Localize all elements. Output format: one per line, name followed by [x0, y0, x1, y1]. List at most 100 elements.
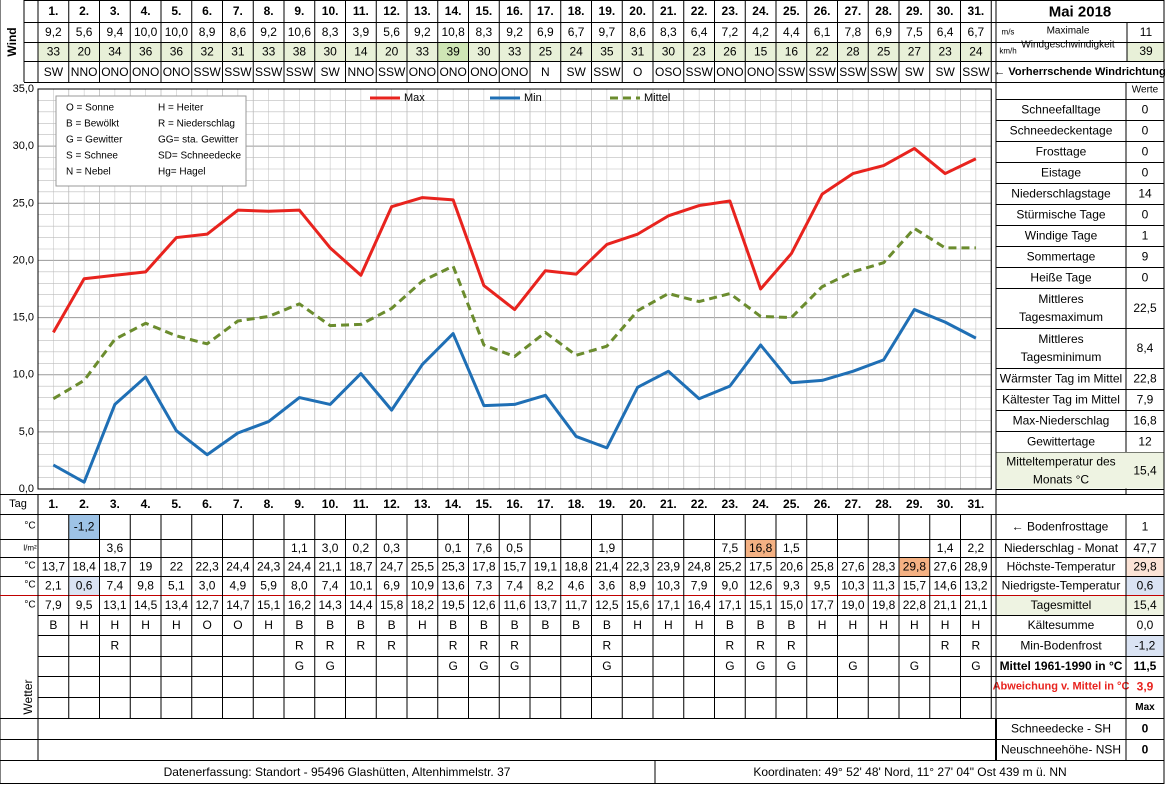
table-cell-niederschlag: 16,8 [749, 541, 773, 555]
table-cell-wetter1: B [326, 618, 334, 632]
table-cell-wetter1: H [172, 618, 181, 632]
wind-ms-value: 8,3 [660, 25, 677, 39]
stats-label: Heiße Tage [1030, 271, 1091, 285]
table-cell-wetter1: H [80, 618, 89, 632]
table-cell-niederschlag: 1,1 [291, 541, 308, 555]
stats-value: 22,5 [1133, 301, 1157, 315]
wind-ms-value: 10,6 [288, 25, 312, 39]
table-day-label: 26. [814, 497, 831, 511]
table-cell-hoechst: 19,1 [534, 560, 558, 574]
wind-direction: SSW [378, 65, 406, 79]
table-cell-niedrigst: 9,3 [783, 579, 800, 593]
wind-kmh-value: 24 [569, 45, 583, 59]
table-cell-mittel: 17,7 [810, 598, 834, 612]
bottom-stat-label: ← Bodenfrosttage [1012, 520, 1109, 534]
wind-kmh-value: 34 [108, 45, 122, 59]
stats-value: 14 [1138, 187, 1152, 201]
bottom-stat-label: Schneedecke - SH [1011, 722, 1111, 736]
wind-ms-value: 6,4 [937, 25, 954, 39]
table-cell-wetter1: O [233, 618, 242, 632]
table-cell-mittel: 17,1 [718, 598, 742, 612]
stats-label-line: Mitteltemperatur des [1006, 455, 1115, 469]
stats-label: Niederschlagstage [1011, 187, 1111, 201]
bottom-stat-value: 11,5 [1134, 659, 1157, 673]
wind-day-label: 17. [537, 4, 554, 18]
table-day-label: 25. [783, 497, 800, 511]
table-cell-niedrigst: 7,3 [476, 579, 493, 593]
table-cell-mittel: 13,7 [534, 598, 558, 612]
table-cell-niederschlag: 0,3 [383, 541, 400, 555]
wind-ms-value: 6,9 [875, 25, 892, 39]
table-cell-mittel: 22,8 [903, 598, 927, 612]
table-cell-hoechst: 28,9 [964, 560, 988, 574]
wind-ms-value: 6,1 [814, 25, 831, 39]
table-cell-niederschlag: 3,6 [107, 541, 124, 555]
table-day-label: 27. [845, 497, 862, 511]
legend-box-entry: S = Schnee [66, 151, 118, 162]
wind-label: Wind [5, 27, 19, 56]
wind-day-label: 6. [202, 4, 212, 18]
table-cell-niederschlag: 7,6 [476, 541, 493, 555]
wind-direction: SSW [193, 65, 221, 79]
wind-day-label: 4. [141, 4, 151, 18]
stats-value: 9 [1142, 250, 1149, 264]
stats-label: Windige Tage [1025, 229, 1098, 243]
wind-ms-value: 9,2 [506, 25, 523, 39]
stats-label: Gewittertage [1027, 435, 1095, 449]
wind-direction: ONO [101, 65, 128, 79]
table-day-label: 15. [476, 497, 493, 511]
table-cell-wetter3: G [756, 659, 765, 673]
wind-unit-kmh: km/h [999, 47, 1016, 56]
table-cell-niedrigst: 8,2 [537, 579, 554, 593]
bottom-stat-value: -1,2 [1135, 639, 1156, 653]
bottom-stat-value: Max [1135, 702, 1155, 713]
table-cell-niedrigst: 5,1 [168, 579, 185, 593]
wind-ms-value: 5,6 [383, 25, 400, 39]
wind-ms-value: 8,9 [199, 25, 216, 39]
wind-direction-label: ← Vorherrschende Windrichtung [994, 66, 1165, 78]
wind-ms-value: 9,2 [414, 25, 431, 39]
table-cell-wetter1: B [726, 618, 734, 632]
table-cell-mittel: 16,4 [687, 598, 711, 612]
wind-kmh-value: 27 [908, 45, 922, 59]
table-cell-wetter3: G [510, 659, 519, 673]
table-cell-mittel: 21,1 [964, 598, 988, 612]
legend-box-entry: G = Gewitter [66, 135, 123, 146]
wind-kmh-value: 28 [846, 45, 860, 59]
bottom-stat-value: 0,6 [1137, 579, 1154, 593]
table-cell-wetter1: H [941, 618, 950, 632]
stats-value: 16,8 [1133, 414, 1157, 428]
bottom-stat-label: Kältesumme [1028, 618, 1095, 632]
table-cell-niedrigst: 10,3 [841, 579, 865, 593]
legend-entry: Min [524, 92, 542, 104]
table-cell-wetter1: H [879, 618, 888, 632]
footer-location: Datenerfassung: Standort - 95496 Glashüt… [164, 765, 511, 779]
wind-direction: SSW [778, 65, 806, 79]
table-cell-wetter1: B [449, 618, 457, 632]
table-cell-niedrigst: 13,6 [441, 579, 465, 593]
table-cell-wetter2: R [756, 639, 765, 653]
table-cell-niederschlag: 1,9 [599, 541, 616, 555]
table-cell-mittel: 15,6 [626, 598, 650, 612]
wind-day-label: 28. [875, 4, 892, 18]
wind-kmh-value: 25 [877, 45, 891, 59]
table-cell-wetter2: R [326, 639, 335, 653]
wind-direction: SSW [839, 65, 867, 79]
bottom-stat-value: 29,8 [1133, 560, 1157, 574]
table-cell-mittel: 12,7 [195, 598, 219, 612]
table-cell-wetter2: R [295, 639, 304, 653]
table-cell-hoechst: 29,8 [903, 560, 927, 574]
wind-kmh-value: 22 [815, 45, 829, 59]
table-cell-niedrigst: 9,8 [137, 579, 154, 593]
table-cell-niederschlag: 0,1 [445, 541, 462, 555]
bottom-stat-value: 47,7 [1133, 541, 1157, 555]
stats-label-line: Tagesmaximum [1019, 310, 1103, 324]
table-cell-niedrigst: 14,6 [933, 579, 957, 593]
table-cell-wetter1: B [295, 618, 303, 632]
wind-ms-value: 8,3 [476, 25, 493, 39]
legend-box-entry: Hg= Hagel [158, 167, 206, 178]
wind-day-label: 31. [968, 4, 985, 18]
wind-kmh-value: 26 [723, 45, 737, 59]
table-day-label: 1. [48, 497, 58, 511]
table-cell-mittel: 14,4 [349, 598, 373, 612]
